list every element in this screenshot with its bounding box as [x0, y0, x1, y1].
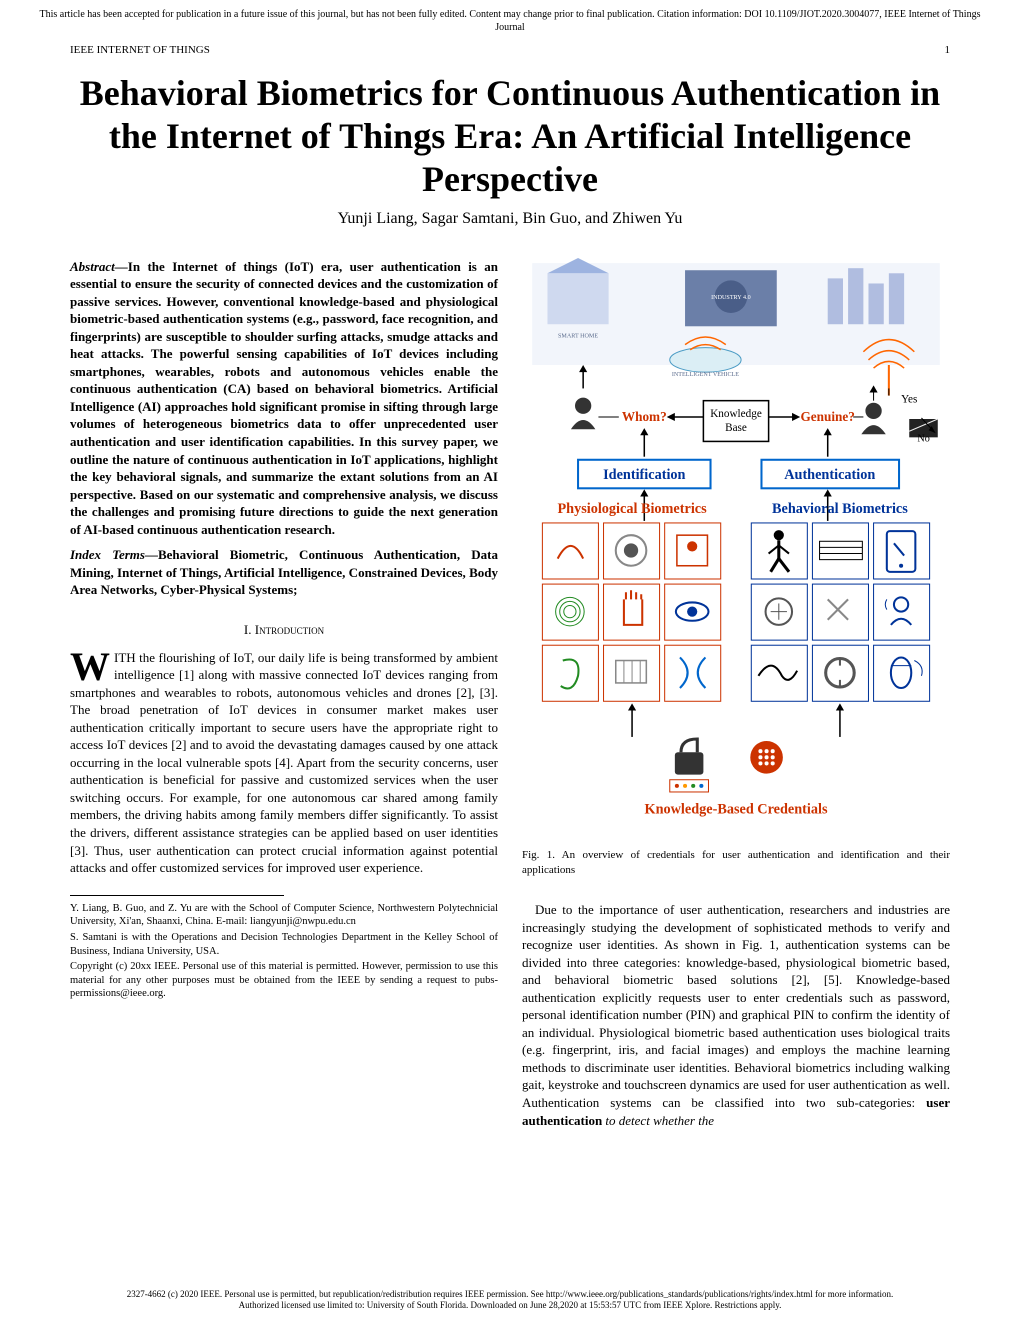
fig1-genuine-label: Genuine?: [801, 409, 855, 424]
fig1-kbc-label: Knowledge-Based Credentials: [644, 801, 827, 817]
intro-paragraph-1: WITH the flourishing of IoT, our daily l…: [70, 649, 498, 877]
footnote-1: Y. Liang, B. Guo, and Z. Yu are with the…: [70, 902, 498, 929]
fig1-kbc-group: [670, 739, 783, 792]
page-footer: 2327-4662 (c) 2020 IEEE. Personal use is…: [30, 1289, 990, 1312]
figure-1: SMART HOME INDUSTRY 4.0 INTELLIGENT VEHI…: [522, 258, 950, 839]
disclaimer-text: This article has been accepted for publi…: [0, 0, 1020, 38]
fig1-kb-label-2: Base: [725, 422, 747, 434]
intro-first-caps: ITH: [114, 650, 136, 665]
fig1-behav-grid: [751, 523, 929, 701]
right-column: SMART HOME INDUSTRY 4.0 INTELLIGENT VEHI…: [522, 258, 950, 1134]
journal-name: IEEE INTERNET OF THINGS: [70, 44, 210, 56]
col2-p1-pre: Due to the importance of user authentica…: [522, 902, 950, 1110]
fig1-authentication-label: Authentication: [784, 467, 875, 483]
footnote-2: S. Samtani is with the Operations and De…: [70, 931, 498, 958]
footnote-rule: [70, 895, 284, 896]
footer-line-2: Authorized licensed use limited to: Univ…: [30, 1300, 990, 1312]
running-header: IEEE INTERNET OF THINGS 1: [0, 38, 1020, 56]
fig1-industry-label: INDUSTRY 4.0: [711, 294, 751, 300]
authors-line: Yunji Liang, Sagar Samtani, Bin Guo, and…: [0, 210, 1020, 228]
fig1-kb-label-1: Knowledge: [710, 408, 762, 420]
col2-italic-tail: to detect whether the: [605, 1113, 714, 1128]
fig1-behav-label: Behavioral Biometrics: [772, 500, 908, 516]
abstract-label: Abstract—: [70, 259, 128, 274]
page-number: 1: [945, 44, 951, 56]
fig1-smarthome-label: SMART HOME: [558, 333, 598, 339]
dropcap: W: [70, 649, 114, 683]
abstract-body: In the Internet of things (IoT) era, use…: [70, 259, 498, 537]
index-terms-label: Index Terms—: [70, 547, 158, 562]
col2-paragraph: Due to the importance of user authentica…: [522, 901, 950, 1129]
fig1-no-label: No: [917, 433, 929, 444]
left-column: Abstract—In the Internet of things (IoT)…: [70, 258, 498, 1134]
intro-p1-rest: the flourishing of IoT, our daily life i…: [70, 650, 498, 876]
fig1-physio-label: Physiological Biometrics: [557, 500, 707, 516]
figure-1-caption: Fig. 1. An overview of credentials for u…: [522, 848, 950, 877]
fig1-vehicle-label: INTELLIGENT VEHICLE: [672, 372, 739, 378]
abstract: Abstract—In the Internet of things (IoT)…: [70, 258, 498, 539]
footer-line-1: 2327-4662 (c) 2020 IEEE. Personal use is…: [30, 1289, 990, 1301]
fig1-identification-label: Identification: [603, 467, 685, 483]
section-heading-intro: I. Introduction: [70, 621, 498, 639]
fig1-yes-label: Yes: [901, 393, 917, 405]
footnote-3: Copyright (c) 20xx IEEE. Personal use of…: [70, 960, 498, 1001]
paper-title: Behavioral Biometrics for Continuous Aut…: [70, 72, 950, 202]
index-terms: Index Terms—Behavioral Biometric, Contin…: [70, 546, 498, 599]
fig1-whom-label: Whom?: [622, 409, 667, 424]
fig1-physio-grid: [542, 523, 720, 701]
